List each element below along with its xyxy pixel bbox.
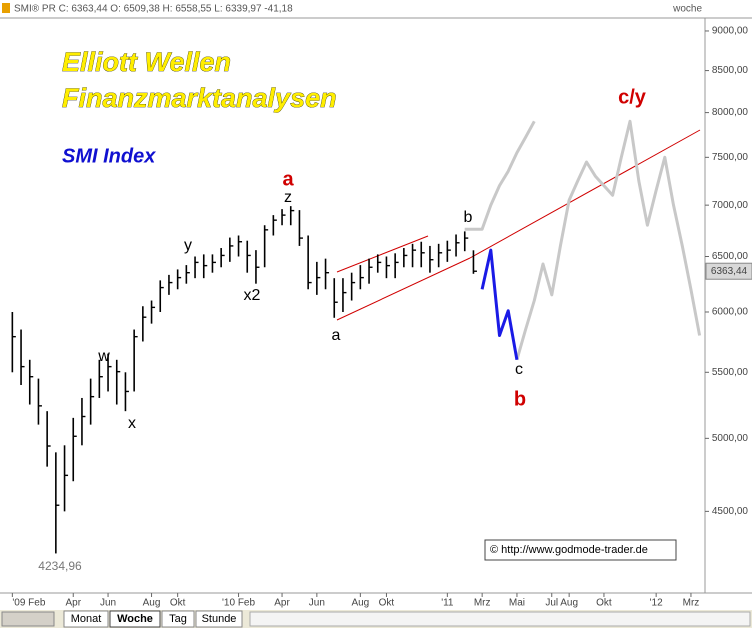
x-tick-label: Aug [143,598,161,609]
tab-active[interactable] [109,610,161,628]
projection-line [480,248,519,361]
x-tick-label: Apr [65,598,81,609]
x-tick-label: Mrz [683,598,700,609]
header-quote: SMI® PR C: 6363,44 O: 6509,38 H: 6558,55… [14,4,293,15]
y-tick-label: 7500,00 [712,152,749,163]
x-tick-label: Aug [351,598,369,609]
channel-lower [336,257,471,321]
header-icon [2,3,10,13]
period-label: woche [672,4,702,15]
x-tick-label: Jul [545,598,558,609]
index-name: SMI Index [62,145,156,167]
y-tick-label: 4500,00 [712,506,749,517]
x-tick-label: Apr [274,598,290,609]
y-tick-label: 9000,00 [712,26,749,37]
x-tick-label: Okt [596,598,612,609]
chart-title: Elliott Wellen [62,47,231,77]
y-tick-label: 6000,00 [712,307,749,318]
x-tick-label: Okt [379,598,395,609]
wave-label: a [282,168,294,190]
y-tick-label: 6500,00 [712,251,749,262]
tab-label[interactable]: Monat [71,613,102,625]
wave-label: a [332,327,341,344]
y-tick-label: 8000,00 [712,107,749,118]
x-tick-label: '09 Feb [12,598,45,609]
x-tick-label: Okt [170,598,186,609]
wave-label: x [128,415,136,432]
x-tick-label: '11 [441,598,454,609]
wave-label: y [184,237,192,254]
x-tick-label: Aug [560,598,578,609]
wave-label: w [97,348,110,365]
low-label: 4234,96 [38,559,82,573]
wave-label: c/y [618,86,647,108]
y-tick-label: 5500,00 [712,367,749,378]
chart-subtitle: Finanzmarktanalysen [62,83,337,113]
wave-label: x2 [244,287,261,304]
tab[interactable] [195,610,243,628]
x-tick-label: Jun [309,598,325,609]
tab[interactable] [63,610,109,628]
tab-label[interactable]: Stunde [202,613,237,625]
tab-label[interactable]: Tag [169,613,187,625]
y-tick-label: 8500,00 [712,65,749,76]
tab-label[interactable]: Woche [117,613,153,625]
tab[interactable] [161,610,195,628]
source: © http://www.godmode-trader.de [490,544,648,556]
x-tick-label: Mrz [474,598,491,609]
scrollbar[interactable] [249,611,751,627]
wave-label: b [514,388,526,410]
last-price-label: 6363,44 [711,266,748,277]
wave-label: z [284,189,292,206]
x-tick-label: '10 Feb [222,598,255,609]
y-tick-label: 5000,00 [712,433,749,444]
projection-line [515,119,702,361]
source-box [484,539,677,561]
trend-line [469,129,701,259]
channel-upper [336,235,429,273]
x-tick-label: Mai [509,598,525,609]
scroll-buttons[interactable] [1,611,55,627]
wave-label: c [515,361,523,378]
wave-label: b [464,209,473,226]
projection-line [464,120,536,231]
last-price-box [705,262,752,280]
y-tick-label: 7000,00 [712,200,749,211]
x-tick-label: '12 [650,598,663,609]
x-tick-label: Jun [100,598,116,609]
